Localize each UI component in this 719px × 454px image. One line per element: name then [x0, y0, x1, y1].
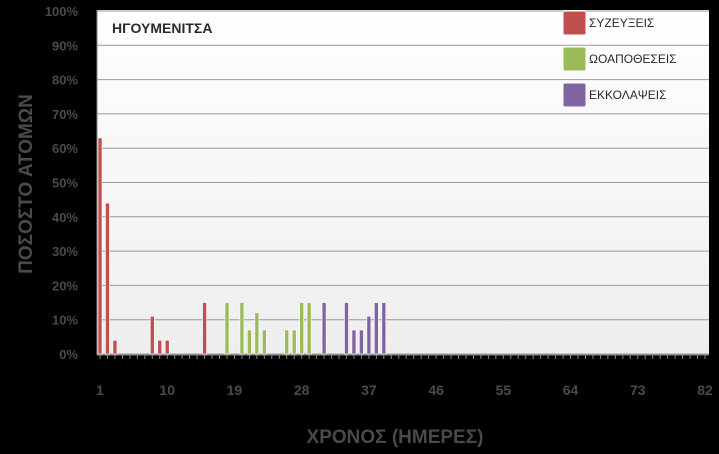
- y-tick-label: 10%: [52, 313, 78, 328]
- x-tick-label: 28: [294, 382, 310, 398]
- x-tick-label: 64: [563, 382, 579, 398]
- y-tick-label: 90%: [52, 38, 78, 53]
- bar-2: [224, 302, 230, 355]
- gridlines: [97, 10, 709, 355]
- bar-2: [254, 312, 260, 355]
- x-tick-label: 1: [96, 382, 104, 398]
- legend: ΣΥΖΕΥΞΕΙΣ ΩΟΑΠΟΘΕΣΕΙΣ ΕΚΚΟΛΑΨΕΙΣ: [562, 10, 677, 108]
- bar-3: [351, 329, 357, 355]
- x-tick-labels: 1 10 19 28 37 46 55 64 73 82: [96, 382, 713, 398]
- bars: [97, 137, 387, 355]
- bar-1: [105, 202, 110, 355]
- y-tick-label: 80%: [52, 73, 78, 88]
- bar-2: [291, 329, 297, 355]
- bar-1: [157, 339, 163, 355]
- bar-2: [239, 302, 245, 355]
- legend-swatch: [562, 46, 587, 72]
- bar-2: [284, 329, 290, 355]
- bar-2: [247, 329, 252, 355]
- bar-2: [306, 302, 312, 355]
- x-tick-label: 46: [428, 382, 444, 398]
- bar-2: [262, 329, 267, 355]
- x-tick-label: 55: [496, 382, 512, 398]
- legend-swatch: [562, 10, 587, 36]
- y-tick-label: 100%: [45, 4, 79, 19]
- bar-3: [359, 329, 364, 355]
- y-tick-label: 40%: [52, 210, 78, 225]
- bar-3: [381, 302, 387, 355]
- y-tick-label: 0%: [59, 347, 78, 362]
- bar-1: [97, 137, 103, 355]
- legend-swatch: [562, 82, 587, 108]
- y-tick-label: 30%: [52, 244, 78, 259]
- legend-label: ΕΚΚΟΛΑΨΕΙΣ: [589, 88, 667, 102]
- legend-item: ΩΟΑΠΟΘΕΣΕΙΣ: [562, 46, 677, 72]
- bar-3: [321, 302, 327, 355]
- y-tick-label: 70%: [52, 107, 78, 122]
- x-tick-label: 10: [159, 382, 175, 398]
- legend-item: ΕΚΚΟΛΑΨΕΙΣ: [562, 82, 667, 108]
- x-tick-label: 19: [227, 382, 243, 398]
- y-tick-label: 20%: [52, 278, 78, 293]
- bar-3: [374, 302, 379, 355]
- x-tick-label: 37: [361, 382, 377, 398]
- bar-1: [112, 339, 118, 355]
- bar-1: [164, 339, 170, 355]
- y-tick-label: 60%: [52, 141, 78, 156]
- x-axis-title: ΧΡΟΝΟΣ (ΗΜΕΡΕΣ): [307, 427, 484, 448]
- legend-label: ΩΟΑΠΟΘΕΣΕΙΣ: [589, 52, 677, 66]
- chart-title: ΗΓΟΥΜΕΝΙΤΣΑ: [112, 20, 212, 36]
- bar-1: [202, 302, 207, 355]
- bar-3: [366, 315, 372, 355]
- x-tick-label: 82: [697, 382, 713, 398]
- bar-1: [149, 315, 155, 355]
- y-tick-labels: 0% 10% 20% 30% 40% 50% 60% 70% 80% 90% 100%: [45, 4, 79, 362]
- axes: [96, 10, 709, 359]
- x-tick-label: 73: [630, 382, 646, 398]
- legend-label: ΣΥΖΕΥΞΕΙΣ: [589, 16, 654, 30]
- y-axis-title: ΠΟΣΟΣΤΟ ΑΤΟΜΩΝ: [16, 94, 37, 274]
- legend-item: ΣΥΖΕΥΞΕΙΣ: [562, 10, 654, 36]
- bar-3: [344, 302, 349, 355]
- y-tick-label: 50%: [52, 176, 78, 191]
- bar-2: [299, 302, 304, 355]
